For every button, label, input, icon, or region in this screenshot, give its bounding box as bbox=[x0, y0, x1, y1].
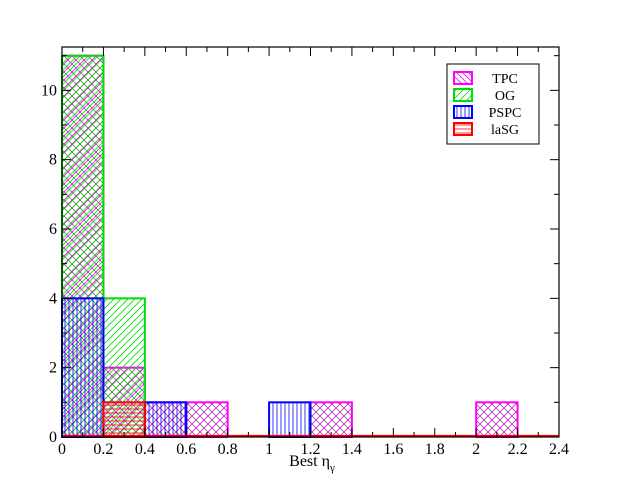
x-tick-label: 0.2 bbox=[93, 441, 113, 458]
legend-swatch-og bbox=[453, 88, 473, 102]
y-tick-label: 6 bbox=[49, 221, 57, 238]
plot-frame bbox=[61, 46, 560, 438]
bar-tpc-6 bbox=[309, 401, 353, 439]
y-tick-label: 10 bbox=[41, 82, 57, 99]
bar-pspc-2 bbox=[143, 401, 188, 439]
legend-swatch-pspc bbox=[453, 105, 473, 119]
legend-label-pspc: PSPC bbox=[489, 106, 522, 121]
legend-label-og: OG bbox=[495, 89, 515, 104]
y-tick-label: 2 bbox=[49, 360, 57, 377]
y-tick-label: 4 bbox=[49, 290, 57, 307]
bar-lasg-1 bbox=[102, 401, 146, 439]
x-tick-label: 1.8 bbox=[425, 441, 445, 458]
bar-pspc-5 bbox=[268, 401, 312, 439]
x-tick-label: 2.4 bbox=[549, 441, 569, 458]
x-tick-label: 0.6 bbox=[176, 441, 196, 458]
x-tick-label: 1.4 bbox=[342, 441, 362, 458]
x-tick-label: 1.2 bbox=[301, 441, 321, 458]
bar-tpc-10 bbox=[475, 401, 519, 439]
x-tick-labels: 0 0.2 0.4 0.6 0.8 1 1.2 1.4 1.6 1.8 2 2.2 2.4 bbox=[58, 441, 569, 458]
legend-label-tpc: TPC bbox=[492, 72, 518, 87]
axis-ticks bbox=[61, 47, 560, 438]
legend-swatch-tpc bbox=[453, 71, 473, 85]
x-tick-label: 0.4 bbox=[135, 441, 155, 458]
legend-swatch-lasg bbox=[453, 122, 473, 136]
x-tick-label: 0.8 bbox=[218, 441, 238, 458]
x-axis-label: Best ηγ bbox=[289, 453, 335, 474]
legend: TPC OG PSPC laSG bbox=[446, 63, 540, 145]
y-tick-label: 0 bbox=[49, 429, 57, 446]
x-tick-label: 2 bbox=[472, 441, 480, 458]
x-tick-label: 2.2 bbox=[508, 441, 528, 458]
x-tick-label: 1 bbox=[265, 441, 273, 458]
y-tick-labels: 0 2 4 6 8 10 bbox=[41, 82, 57, 446]
x-tick-label: 1.6 bbox=[383, 441, 403, 458]
bar-tpc-3 bbox=[185, 401, 229, 439]
y-tick-label: 8 bbox=[49, 152, 57, 169]
legend-label-lasg: laSG bbox=[491, 123, 519, 138]
x-tick-label: 0 bbox=[58, 441, 66, 458]
